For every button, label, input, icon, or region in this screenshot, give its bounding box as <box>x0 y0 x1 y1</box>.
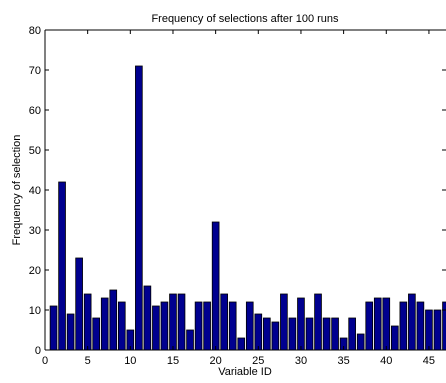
bar <box>348 317 356 351</box>
bar <box>382 297 391 351</box>
bar <box>194 301 203 351</box>
bar <box>66 313 75 351</box>
bar <box>314 293 322 351</box>
x-tick-label: 10 <box>124 355 136 367</box>
bar <box>92 317 101 351</box>
bars-group <box>49 65 446 351</box>
bar <box>228 301 237 351</box>
bar <box>254 313 263 351</box>
bar <box>220 293 228 351</box>
bar <box>237 337 246 351</box>
bar <box>331 317 339 351</box>
x-tick-label: 0 <box>42 355 48 367</box>
x-tick-label: 40 <box>380 355 392 367</box>
x-tick-label: 45 <box>423 355 435 367</box>
bar <box>245 301 254 351</box>
bar <box>100 297 109 351</box>
axes-group: 0 10 20 30 40 50 60 70 80 0 5 10 15 20 25 30 35 40 45 <box>29 25 446 367</box>
bar <box>177 293 186 351</box>
y-tick-label: 30 <box>29 225 41 237</box>
bar <box>433 309 442 351</box>
bar <box>109 289 118 351</box>
bar <box>203 301 211 351</box>
bar <box>49 305 58 351</box>
bar <box>365 301 374 351</box>
bar <box>186 329 194 351</box>
bar <box>143 285 152 351</box>
bar <box>152 305 160 351</box>
y-tick-label: 60 <box>29 105 41 117</box>
x-tick-label: 5 <box>85 355 91 367</box>
bar <box>271 321 280 351</box>
bar <box>288 317 297 351</box>
y-tick-label: 10 <box>29 305 41 317</box>
bar <box>322 317 331 351</box>
bar <box>83 293 92 351</box>
bar <box>408 293 416 351</box>
bar <box>75 257 83 351</box>
y-tick-label: 70 <box>29 65 41 77</box>
bar <box>263 317 271 351</box>
y-tick-label: 80 <box>29 25 41 37</box>
bar <box>373 297 382 351</box>
x-tick-label: 25 <box>252 355 264 367</box>
y-axis-label: Frequency of selection <box>11 135 23 246</box>
y-tick-label: 50 <box>29 145 41 157</box>
x-tick-label: 20 <box>210 355 222 367</box>
bar <box>297 297 305 351</box>
bar <box>442 301 446 351</box>
bar <box>416 301 425 351</box>
y-tick-label: 0 <box>35 345 41 357</box>
x-tick-label: 35 <box>337 355 349 367</box>
bar <box>160 301 169 351</box>
bar <box>117 301 126 351</box>
chart-title: Frequency of selections after 100 runs <box>151 13 339 25</box>
bar <box>280 293 288 351</box>
bar <box>169 293 177 351</box>
bar <box>425 309 433 351</box>
bar <box>399 301 408 351</box>
y-tick-label: 40 <box>29 185 41 197</box>
x-tick-label: 30 <box>295 355 307 367</box>
bar <box>356 333 365 351</box>
bar <box>211 221 220 351</box>
y-tick-label: 20 <box>29 265 41 277</box>
bar <box>305 317 314 351</box>
bar <box>58 181 66 351</box>
bar <box>135 65 143 351</box>
x-axis-label: Variable ID <box>218 366 272 378</box>
bar <box>390 325 399 351</box>
x-tick-label: 15 <box>167 355 179 367</box>
